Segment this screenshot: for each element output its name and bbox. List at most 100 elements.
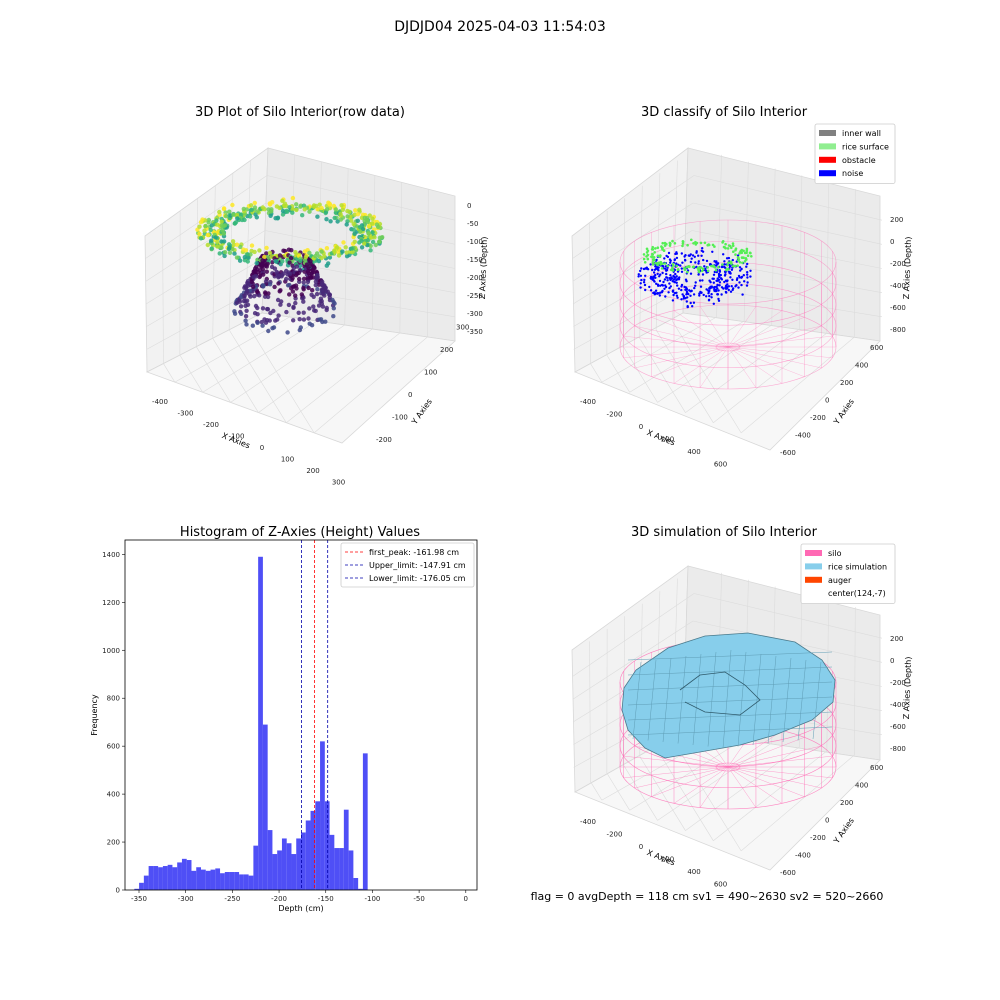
histogram-legend: first_peak: -161.98 cm Upper_limit: -147.… (340, 542, 475, 588)
histogram-xtick-label: -250 (224, 895, 240, 903)
histogram-bar (272, 854, 278, 890)
histogram-bar (148, 866, 154, 890)
histogram-xtick-label: -100 (364, 895, 380, 903)
histogram-bar (215, 868, 221, 890)
histogram-bar (343, 809, 349, 890)
histogram-bar (139, 882, 144, 890)
panel4-ylabel: Y Axies (831, 816, 856, 846)
histogram-bar (205, 870, 211, 890)
legend-swatch (819, 143, 836, 150)
legend-label: Lower_limit: -176.05 cm (369, 574, 466, 583)
panel1-point-cloud (195, 195, 385, 335)
legend-frame (814, 123, 896, 184)
panel2-ylabel: Y Axies (831, 397, 856, 427)
panel4-xtick: 600 (714, 881, 727, 889)
histogram-bar (339, 848, 344, 890)
histogram-bar (196, 867, 201, 890)
legend-swatch (805, 563, 822, 570)
histogram-bar (234, 872, 240, 890)
histogram-ytick-label: 1400 (102, 551, 120, 559)
panel1-xtick: 200 (306, 467, 319, 475)
panel2-ztick: -600 (890, 304, 906, 312)
histogram-ytick-label: 1200 (102, 599, 120, 607)
panel1-ylabel: Y Axies (409, 397, 434, 427)
legend-label: first_peak: -161.98 cm (369, 548, 459, 557)
panel4-xtick: 200 (661, 856, 674, 864)
panel4-ztick: -800 (890, 745, 906, 753)
histogram-bar (210, 869, 216, 890)
histogram-bar (253, 845, 259, 890)
panel2-ztick: -400 (890, 282, 906, 290)
histogram-bar (305, 820, 311, 890)
panel2-ytick: -400 (795, 432, 811, 440)
panel4-ytick: -600 (780, 869, 796, 877)
panel1-ztick: -250 (467, 292, 483, 300)
legend-label: noise (842, 169, 863, 178)
histogram-bar (353, 878, 359, 890)
histogram-xtick-label: -50 (413, 895, 424, 903)
panel4-xlabel: X Axies (646, 848, 677, 867)
histogram-bars (134, 556, 368, 890)
histogram-ytick-label: 1000 (102, 647, 120, 655)
panel4-ytick: -400 (795, 852, 811, 860)
legend-label: silo (828, 549, 842, 558)
histogram-bar (220, 873, 225, 890)
panel2-ytick: 600 (870, 344, 883, 352)
panel2-ytick: -200 (810, 414, 826, 422)
histogram-xlabel: Depth (cm) (278, 904, 323, 913)
panel1-ytick: -200 (376, 436, 392, 444)
panel2-title: 3D classify of Silo Interior (641, 105, 808, 120)
legend-frame (800, 543, 896, 604)
panel4-xtick: 400 (687, 868, 700, 876)
histogram-xtick-label: -350 (131, 895, 147, 903)
histogram-ytick-label: 800 (107, 695, 120, 703)
histogram-bar (248, 875, 254, 890)
panel1-ztick: -50 (467, 220, 478, 228)
panel2-ytick: -600 (780, 449, 796, 457)
histogram-bar (172, 867, 178, 890)
histogram-bar (134, 888, 140, 890)
histogram-bar (348, 850, 354, 890)
panel4-ytick: -200 (810, 834, 826, 842)
panel1-ztick: 0 (467, 202, 471, 210)
panel2-xtick: -400 (580, 398, 596, 406)
panel2-ytick: 400 (855, 362, 868, 370)
panel2-zlabel: Z Axies (Depth) (902, 236, 913, 299)
panel4-ztick: -600 (890, 723, 906, 731)
histogram-bar (177, 862, 182, 890)
histogram-bar (277, 850, 282, 890)
histogram-bar (181, 858, 187, 890)
panel1-xtick: -400 (152, 398, 168, 406)
panel1-ytick: 0 (408, 391, 412, 399)
panel1-xtick: 300 (332, 479, 345, 487)
panel1-ytick: 300 (456, 324, 469, 332)
legend-label: rice simulation (828, 562, 887, 571)
histogram-bar (191, 870, 197, 890)
histogram-bar (153, 866, 159, 890)
legend-swatch (805, 550, 822, 556)
panel1-ztick: -300 (467, 310, 483, 318)
panel-simulation: 3D simulation of Silo Interior -400 -200 0… (571, 525, 913, 889)
histogram-bar (143, 875, 149, 890)
panel2-xtick: 600 (714, 461, 727, 469)
panel1-zlabel: Z Axies (Depth) (478, 236, 489, 299)
legend-label: obstacle (842, 156, 876, 165)
legend-swatch (805, 576, 822, 583)
histogram-bar (281, 838, 287, 890)
panel4-title: 3D simulation of Silo Interior (631, 525, 818, 540)
legend-label: rice surface (842, 142, 889, 151)
histogram-bar (315, 801, 321, 890)
panel1-ztick: -200 (467, 274, 483, 282)
legend-label: auger (828, 576, 852, 585)
legend-swatch (819, 130, 836, 136)
histogram-xtick-label: -300 (178, 895, 194, 903)
histogram-bar (301, 832, 306, 890)
panel4-ztick: 200 (890, 635, 903, 643)
panel1-ztick: -100 (467, 238, 483, 246)
panel1-xtick: 100 (281, 456, 294, 464)
histogram-bar (167, 864, 173, 890)
histogram-bar (229, 872, 235, 890)
histogram-bar (291, 854, 297, 890)
panel1-ztick: -150 (467, 256, 483, 264)
